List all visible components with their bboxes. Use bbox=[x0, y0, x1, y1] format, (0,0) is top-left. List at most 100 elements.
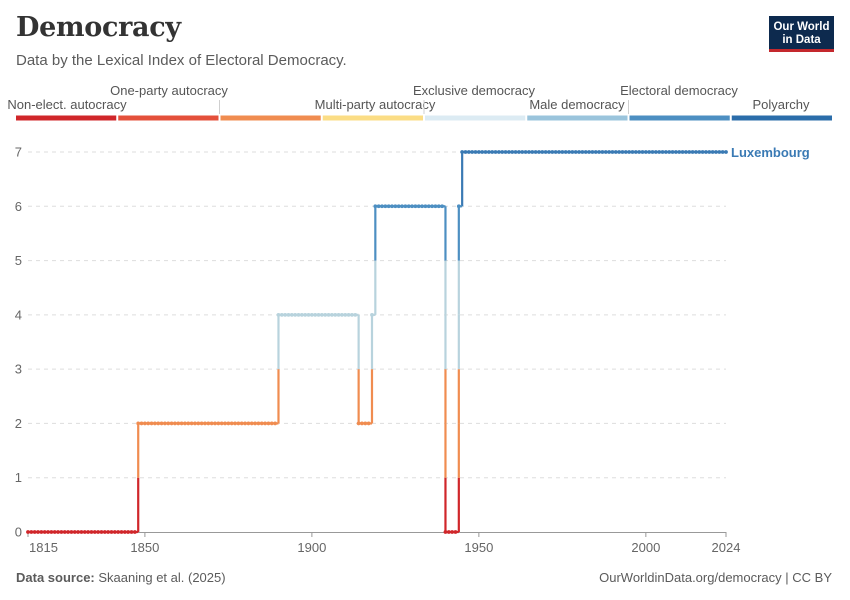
series-point bbox=[620, 150, 625, 154]
series-point bbox=[613, 150, 618, 154]
series-point bbox=[650, 150, 655, 154]
series-point bbox=[593, 150, 598, 154]
series-point bbox=[89, 530, 94, 534]
series-point bbox=[259, 421, 264, 426]
y-tick-label: 1 bbox=[15, 470, 22, 485]
series-point bbox=[433, 204, 438, 209]
series-point bbox=[553, 150, 558, 154]
series-point bbox=[436, 204, 441, 209]
y-tick-label: 2 bbox=[15, 416, 22, 431]
series-point bbox=[129, 530, 134, 534]
series-point bbox=[600, 150, 605, 154]
series-point bbox=[366, 421, 371, 426]
series-point bbox=[517, 150, 521, 154]
series-point bbox=[500, 150, 505, 154]
series-point bbox=[660, 150, 665, 154]
series-point bbox=[560, 150, 565, 154]
series-point bbox=[476, 150, 481, 154]
series-point bbox=[547, 150, 551, 154]
owid-logo[interactable]: Our World in Data bbox=[769, 16, 834, 52]
series-point bbox=[243, 421, 247, 426]
series-point bbox=[667, 150, 672, 154]
series-point bbox=[490, 150, 495, 154]
series-point bbox=[597, 150, 601, 154]
series-point bbox=[453, 530, 458, 534]
series-point bbox=[72, 530, 77, 534]
series-point bbox=[246, 421, 251, 426]
legend-swatch bbox=[220, 115, 321, 121]
series-point bbox=[99, 530, 104, 534]
series-point bbox=[540, 150, 545, 154]
series-point bbox=[216, 421, 221, 426]
series-point bbox=[486, 150, 491, 154]
y-tick-label: 7 bbox=[15, 145, 22, 160]
series-point bbox=[416, 204, 421, 209]
series-point bbox=[163, 421, 167, 426]
series-point bbox=[483, 150, 488, 154]
series-point bbox=[530, 150, 535, 154]
series-point bbox=[633, 150, 638, 154]
series-point bbox=[306, 312, 311, 317]
x-tick-label: 2024 bbox=[712, 540, 741, 555]
series-point bbox=[213, 421, 217, 426]
series-point bbox=[279, 312, 284, 317]
series-luxembourg[interactable]: Luxembourg bbox=[26, 145, 810, 534]
series-point bbox=[226, 421, 231, 426]
series-point bbox=[550, 150, 555, 154]
series-point bbox=[132, 530, 137, 534]
series-point bbox=[266, 421, 271, 426]
series-point bbox=[446, 530, 451, 534]
series-point bbox=[456, 204, 461, 209]
legend-swatch bbox=[16, 115, 117, 121]
series-point bbox=[577, 150, 581, 154]
series-point bbox=[283, 312, 288, 317]
series-point bbox=[169, 421, 174, 426]
series-point bbox=[186, 421, 191, 426]
legend-label: Exclusive democracy bbox=[413, 83, 536, 98]
series-point bbox=[199, 421, 204, 426]
series-point bbox=[139, 421, 144, 426]
series-point bbox=[316, 312, 321, 317]
series-point bbox=[299, 312, 304, 317]
series-point bbox=[503, 150, 508, 154]
series-point bbox=[640, 150, 645, 154]
series-point bbox=[239, 421, 244, 426]
series-point bbox=[510, 150, 515, 154]
series-point bbox=[229, 421, 234, 426]
series-point bbox=[193, 421, 197, 426]
series-point bbox=[92, 530, 97, 534]
series-point bbox=[136, 421, 141, 426]
series-point bbox=[607, 150, 612, 154]
series-point bbox=[153, 421, 157, 426]
series-point bbox=[704, 150, 708, 154]
series-point bbox=[533, 150, 538, 154]
source-url[interactable]: OurWorldinData.org/democracy | CC BY bbox=[599, 570, 832, 585]
series-point bbox=[380, 204, 384, 209]
series-point bbox=[423, 204, 428, 209]
logo-line-2: in Data bbox=[782, 34, 821, 46]
series-point bbox=[122, 530, 127, 534]
series-point bbox=[714, 150, 718, 154]
series-point bbox=[697, 150, 702, 154]
series-point bbox=[674, 150, 678, 154]
series-point bbox=[513, 150, 518, 154]
series-point bbox=[707, 150, 712, 154]
series-point bbox=[42, 530, 47, 534]
series-point bbox=[653, 150, 658, 154]
series-point bbox=[26, 530, 30, 534]
series-point bbox=[720, 150, 725, 154]
series-point bbox=[350, 312, 354, 317]
series-point bbox=[119, 530, 124, 534]
series-point bbox=[112, 530, 117, 534]
series-point bbox=[343, 312, 348, 317]
series-point bbox=[179, 421, 184, 426]
series-point bbox=[724, 150, 728, 154]
series-point bbox=[603, 150, 608, 154]
series-point bbox=[687, 150, 692, 154]
series-point bbox=[79, 530, 84, 534]
legend-label: Electoral democracy bbox=[620, 83, 738, 98]
series-point bbox=[159, 421, 164, 426]
series-point bbox=[356, 421, 361, 426]
series-point bbox=[413, 204, 418, 209]
series-point bbox=[233, 421, 237, 426]
